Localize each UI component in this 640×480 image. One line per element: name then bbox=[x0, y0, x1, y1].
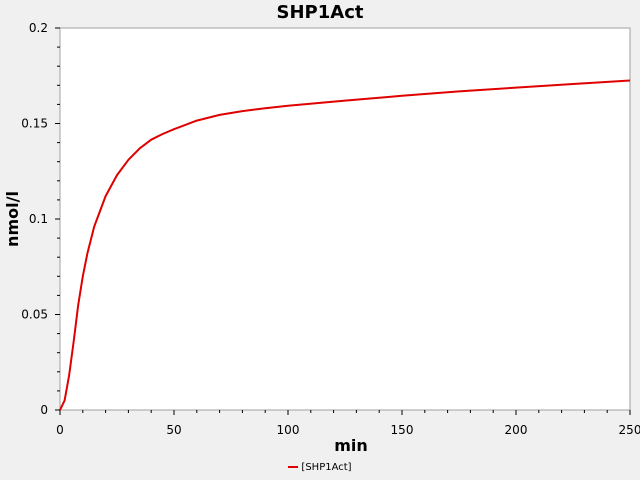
y-tick-label: 0.15 bbox=[21, 117, 48, 131]
legend-swatch bbox=[288, 466, 299, 468]
y-axis-label: nmol/l bbox=[3, 191, 22, 247]
plot-background bbox=[59, 27, 631, 411]
y-axis: 0 0.05 0.1 0.15 0.2 bbox=[21, 21, 60, 417]
y-tick-label: 0.05 bbox=[21, 308, 48, 322]
legend-label: [SHP1Act] bbox=[301, 462, 352, 473]
x-axis: 0 50 100 150 200 250 bbox=[56, 410, 640, 437]
x-tick-label: 0 bbox=[56, 423, 64, 437]
x-tick-label: 250 bbox=[619, 423, 640, 437]
chart-title: SHP1Act bbox=[276, 2, 364, 23]
y-tick-label: 0.2 bbox=[29, 21, 48, 35]
x-tick-label: 100 bbox=[277, 423, 300, 437]
x-tick-label: 150 bbox=[391, 423, 414, 437]
y-tick-label: 0.1 bbox=[29, 212, 48, 226]
x-tick-label: 200 bbox=[505, 423, 528, 437]
series-line-shp1act bbox=[59, 79, 631, 411]
legend: [SHP1Act] bbox=[0, 462, 640, 473]
y-tick-label: 0 bbox=[40, 403, 48, 417]
x-tick-label: 50 bbox=[166, 423, 181, 437]
x-axis-label: min bbox=[334, 436, 368, 455]
